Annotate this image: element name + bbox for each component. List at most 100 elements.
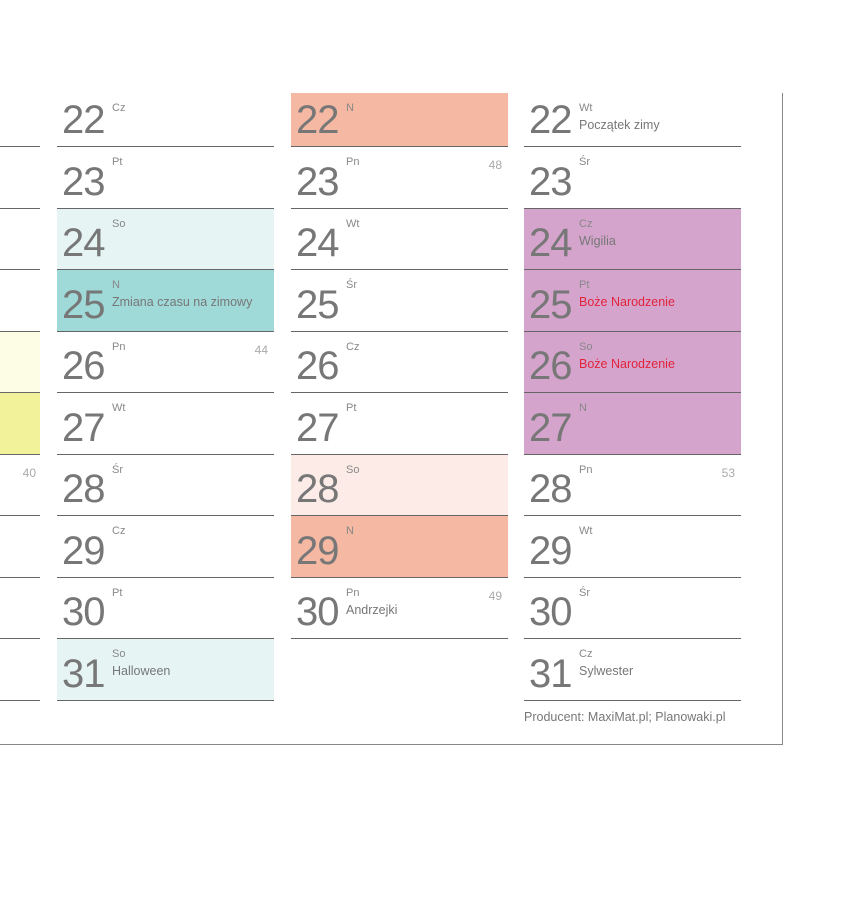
day-number: 27 bbox=[296, 405, 339, 450]
weekday-label: So bbox=[112, 217, 126, 230]
day-number: 27 bbox=[529, 405, 572, 450]
holiday-note: Sylwester bbox=[579, 664, 634, 679]
day-number: 25 bbox=[296, 282, 339, 327]
day-cell[interactable]: 22 N bbox=[291, 93, 508, 147]
day-cell[interactable]: 26 So Boże Narodzenie bbox=[524, 331, 741, 394]
week-number: 49 bbox=[488, 588, 502, 603]
day-cell[interactable]: 27 N bbox=[524, 393, 741, 455]
week-number: 40 bbox=[22, 465, 36, 480]
day-cell[interactable]: 31 Cz Sylwester bbox=[524, 639, 741, 701]
weekday-label: Pn bbox=[346, 586, 360, 599]
day-number: 26 bbox=[529, 344, 572, 389]
weekday-label: So bbox=[579, 340, 593, 353]
weekday-label: N bbox=[579, 402, 587, 415]
weekday-label: So bbox=[346, 463, 360, 476]
day-cell[interactable]: 27 Wt bbox=[57, 393, 274, 455]
day-cell[interactable]: 29 N bbox=[291, 516, 508, 578]
left-day-cell bbox=[0, 147, 40, 209]
weekday-label: Pt bbox=[579, 279, 590, 292]
day-number: 29 bbox=[62, 528, 105, 573]
day-number: 29 bbox=[296, 528, 339, 573]
calendar-frame bbox=[0, 0, 783, 745]
day-number: 26 bbox=[296, 344, 339, 389]
week-number: 44 bbox=[254, 342, 268, 357]
day-cell[interactable]: 25 Śr bbox=[291, 270, 508, 332]
weekday-label: N bbox=[346, 102, 354, 114]
weekday-label: Wt bbox=[579, 102, 593, 114]
day-cell[interactable]: 25 Pt Boże Narodzenie bbox=[524, 270, 741, 332]
weekday-label: N bbox=[112, 279, 120, 292]
day-cell[interactable]: 29 Cz bbox=[57, 516, 274, 578]
week-number: 48 bbox=[488, 158, 502, 172]
day-number: 29 bbox=[529, 528, 572, 573]
weekday-label: Wt bbox=[346, 217, 360, 230]
holiday-note: Boże Narodzenie bbox=[579, 295, 675, 310]
day-cell[interactable]: 30 Pn Andrzejki 49 bbox=[291, 578, 508, 640]
day-number: 26 bbox=[62, 344, 105, 389]
day-number: 28 bbox=[296, 467, 339, 512]
day-cell[interactable]: 22 Cz bbox=[57, 93, 274, 147]
holiday-note: Halloween bbox=[112, 664, 171, 679]
day-cell[interactable]: 24 So bbox=[57, 208, 274, 271]
weekday-label: Wt bbox=[112, 402, 126, 415]
day-cell[interactable]: 28 Śr bbox=[57, 455, 274, 517]
holiday-note: Wigilia bbox=[579, 233, 616, 248]
left-day-cell bbox=[0, 270, 40, 332]
weekday-label: Pn bbox=[579, 463, 593, 476]
day-cell[interactable]: 23 Śr bbox=[524, 147, 741, 209]
holiday-note: Początek zimy bbox=[579, 118, 660, 132]
weekday-label: Śr bbox=[346, 279, 357, 292]
day-number: 30 bbox=[529, 590, 572, 635]
left-day-cell bbox=[0, 93, 40, 147]
weekday-label: Pt bbox=[112, 586, 123, 599]
day-number: 28 bbox=[529, 467, 572, 512]
left-day-cell bbox=[0, 639, 40, 701]
day-number: 25 bbox=[62, 282, 105, 327]
weekday-label: Śr bbox=[579, 156, 590, 168]
day-number: 25 bbox=[529, 282, 572, 327]
day-number: 23 bbox=[529, 159, 572, 204]
day-number: 22 bbox=[62, 98, 105, 142]
weekday-label: Pn bbox=[112, 340, 126, 353]
day-number: 30 bbox=[296, 590, 339, 635]
day-number: 24 bbox=[529, 221, 572, 266]
weekday-label: Śr bbox=[112, 463, 123, 476]
weekday-label: Cz bbox=[579, 648, 593, 661]
day-number: 24 bbox=[296, 221, 339, 266]
day-cell[interactable]: 24 Wt bbox=[291, 209, 508, 271]
day-cell[interactable]: 28 Pn 53 bbox=[524, 455, 741, 517]
weekday-label: Cz bbox=[112, 102, 126, 114]
day-cell[interactable]: 26 Cz bbox=[291, 332, 508, 394]
weekday-label: So bbox=[112, 648, 126, 661]
day-cell[interactable]: 27 Pt bbox=[291, 393, 508, 455]
weekday-label: N bbox=[346, 525, 354, 538]
day-cell[interactable]: 23 Pt bbox=[57, 147, 274, 209]
left-day-cell bbox=[0, 578, 40, 640]
left-day-cell bbox=[0, 516, 40, 578]
day-cell[interactable]: 25 N Zmiana czasu na zimowy bbox=[57, 270, 274, 332]
producer-footer: Producent: MaxiMat.pl; Planowaki.pl bbox=[524, 710, 726, 724]
left-day-cell bbox=[0, 393, 40, 455]
day-cell[interactable]: 23 Pn 48 bbox=[291, 147, 508, 209]
day-cell[interactable]: 30 Pt bbox=[57, 578, 274, 640]
day-cell[interactable]: 26 Pn 44 bbox=[57, 332, 274, 394]
week-number: 53 bbox=[721, 465, 735, 480]
day-number: 31 bbox=[529, 651, 572, 696]
day-cell[interactable]: 31 So Halloween bbox=[57, 639, 274, 701]
weekday-label: Cz bbox=[579, 217, 593, 230]
left-day-cell bbox=[0, 331, 40, 394]
day-number: 24 bbox=[62, 221, 105, 266]
left-day-cell: 40 bbox=[0, 455, 40, 517]
weekday-label: Pt bbox=[112, 156, 123, 168]
day-cell[interactable]: 22 Wt Początek zimy bbox=[524, 93, 741, 147]
day-cell[interactable]: 30 Śr bbox=[524, 578, 741, 640]
weekday-label: Wt bbox=[579, 525, 593, 538]
day-number: 22 bbox=[529, 98, 572, 142]
day-cell[interactable]: 28 So bbox=[291, 454, 508, 517]
day-number: 30 bbox=[62, 590, 105, 635]
weekday-label: Pn bbox=[346, 156, 360, 168]
day-number: 23 bbox=[62, 159, 105, 204]
day-cell[interactable]: 24 Cz Wigilia bbox=[524, 208, 741, 271]
weekday-label: Śr bbox=[579, 586, 590, 599]
day-cell[interactable]: 29 Wt bbox=[524, 516, 741, 578]
